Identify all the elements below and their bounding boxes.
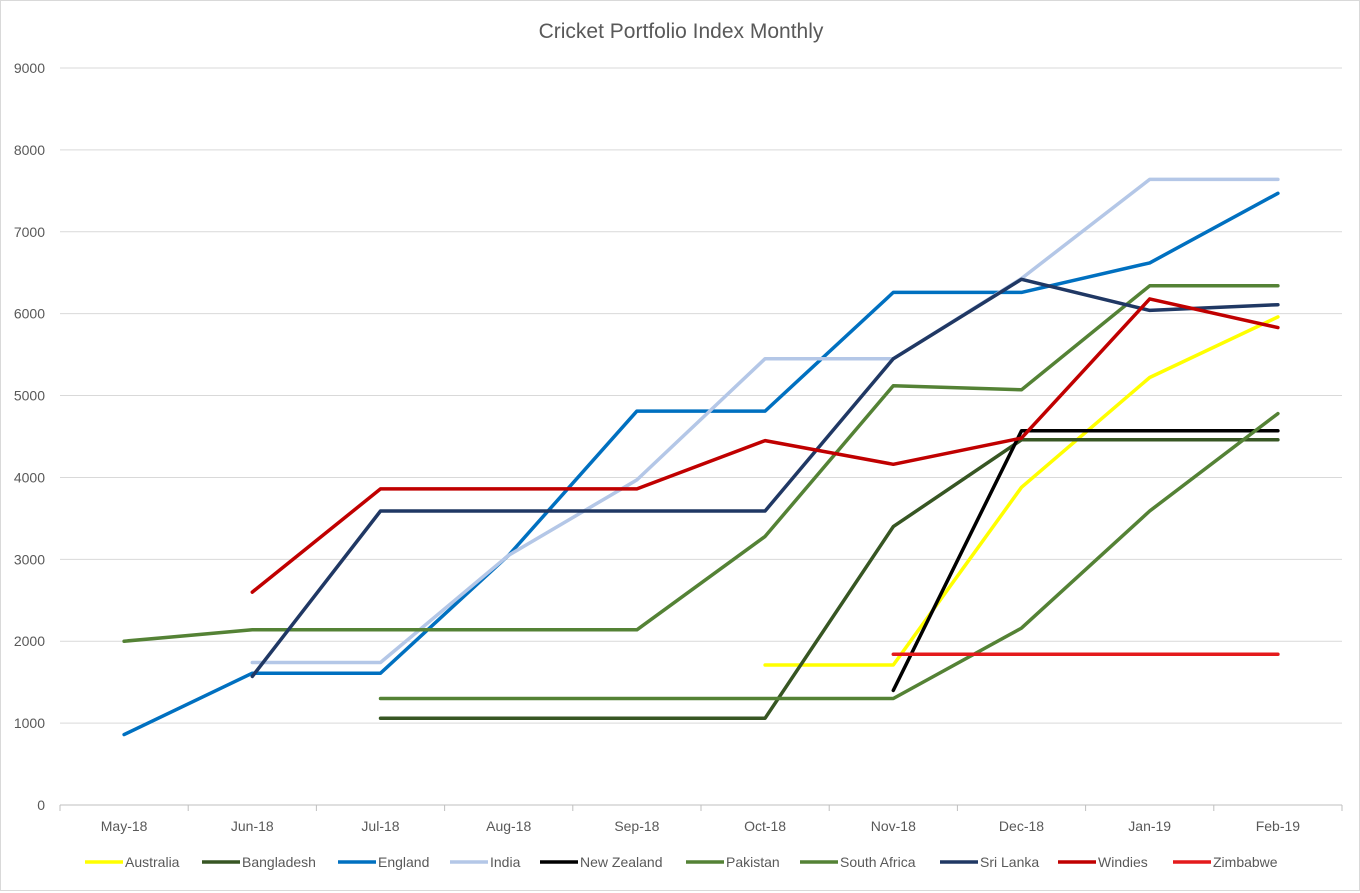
legend-item: England: [338, 854, 429, 870]
x-tick-label: May-18: [101, 818, 148, 834]
legend-label: Pakistan: [726, 854, 780, 870]
y-tick-label: 9000: [14, 60, 45, 76]
y-tick-label: 6000: [14, 306, 45, 322]
x-tick-label: Feb-19: [1256, 818, 1301, 834]
legend: Australia Bangladesh England India New Zeala…: [85, 854, 1278, 870]
series-lines: [122, 177, 1280, 737]
legend-item: Australia: [85, 854, 180, 870]
series-line-south-africa: [122, 284, 1280, 643]
x-tick-label: Dec-18: [999, 818, 1044, 834]
legend-item: Zimbabwe: [1173, 854, 1278, 870]
y-tick-label: 0: [37, 797, 45, 813]
legend-label: Australia: [125, 854, 180, 870]
legend-label: Sri Lanka: [980, 854, 1039, 870]
series-line-sri-lanka: [250, 277, 1280, 679]
legend-item: Sri Lanka: [940, 854, 1039, 870]
chart-title: Cricket Portfolio Index Monthly: [539, 20, 824, 43]
series-line-india: [250, 177, 1280, 665]
y-tick-label: 7000: [14, 224, 45, 240]
x-axis-ticks: May-18 Jun-18 Jul-18 Aug-18 Sep-18 Oct-18 Nov-…: [101, 818, 1301, 834]
x-tick-label: Jun-18: [231, 818, 274, 834]
legend-item: Pakistan: [686, 854, 780, 870]
y-tick-label: 1000: [14, 715, 45, 731]
y-axis-ticks: 0 1000 2000 3000 4000 5000 6000 7000 8000 9000: [14, 60, 45, 813]
series-line-england: [122, 191, 1280, 737]
y-tick-label: 3000: [14, 551, 45, 567]
series-line-new-zealand: [891, 429, 1280, 693]
legend-label: England: [378, 854, 429, 870]
series-line-pakistan: [378, 411, 1280, 701]
gridlines: [59, 67, 1343, 811]
series-line-australia: [763, 315, 1280, 667]
legend-label: New Zealand: [580, 854, 663, 870]
legend-item: New Zealand: [540, 854, 663, 870]
series-line-bangladesh: [378, 438, 1280, 720]
series-line-windies: [250, 297, 1280, 594]
x-tick-label: Sep-18: [614, 818, 659, 834]
legend-label: Windies: [1098, 854, 1148, 870]
legend-label: South Africa: [840, 854, 916, 870]
x-tick-label: Oct-18: [744, 818, 786, 834]
legend-label: Zimbabwe: [1213, 854, 1278, 870]
x-tick-label: Jul-18: [361, 818, 399, 834]
x-tick-label: Jan-19: [1128, 818, 1171, 834]
y-tick-label: 5000: [14, 388, 45, 404]
legend-item: Windies: [1058, 854, 1148, 870]
x-tick-label: Nov-18: [871, 818, 916, 834]
y-tick-label: 4000: [14, 469, 45, 485]
legend-label: Bangladesh: [242, 854, 316, 870]
legend-item: India: [450, 854, 521, 870]
legend-item: Bangladesh: [202, 854, 316, 870]
y-tick-label: 8000: [14, 142, 45, 158]
legend-label: India: [490, 854, 521, 870]
legend-item: South Africa: [800, 854, 916, 870]
x-tick-label: Aug-18: [486, 818, 531, 834]
y-tick-label: 2000: [14, 633, 45, 649]
